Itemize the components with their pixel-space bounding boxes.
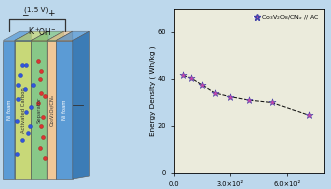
Point [246,99,252,102]
Polygon shape [31,31,48,179]
Point [307,114,312,117]
Polygon shape [15,40,31,179]
Text: Separator: Separator [37,97,42,123]
Polygon shape [3,31,31,40]
Polygon shape [73,31,89,179]
Point [180,74,186,77]
Text: Co₃V₂O₈/CNₓ: Co₃V₂O₈/CNₓ [49,94,54,126]
Polygon shape [56,31,73,179]
Point [269,101,274,104]
Polygon shape [31,31,64,40]
Y-axis label: Energy Density ( Wh/kg ): Energy Density ( Wh/kg ) [149,46,156,136]
Text: $+$: $+$ [47,8,56,18]
Text: $-$: $-$ [21,9,29,18]
Polygon shape [47,31,64,179]
Polygon shape [15,31,48,40]
Point [213,91,218,94]
Polygon shape [3,40,15,179]
Polygon shape [56,40,73,179]
Polygon shape [31,40,47,179]
Text: (1.5 V): (1.5 V) [24,6,49,13]
Text: K$^+$: K$^+$ [28,25,40,37]
Point [188,76,193,79]
Polygon shape [47,31,73,40]
Text: Activated Carbon: Activated Carbon [21,87,26,132]
Polygon shape [47,40,56,179]
Legend: Co$_3$V$_2$O$_8$/CN$_x$ // AC: Co$_3$V$_2$O$_8$/CN$_x$ // AC [253,12,321,23]
Point [228,95,233,98]
Text: Ni foam: Ni foam [62,99,67,120]
Polygon shape [56,31,89,40]
Point [199,83,205,86]
Polygon shape [15,31,31,179]
Text: OH$^-$: OH$^-$ [38,26,57,37]
Text: Ni foam: Ni foam [7,99,12,120]
